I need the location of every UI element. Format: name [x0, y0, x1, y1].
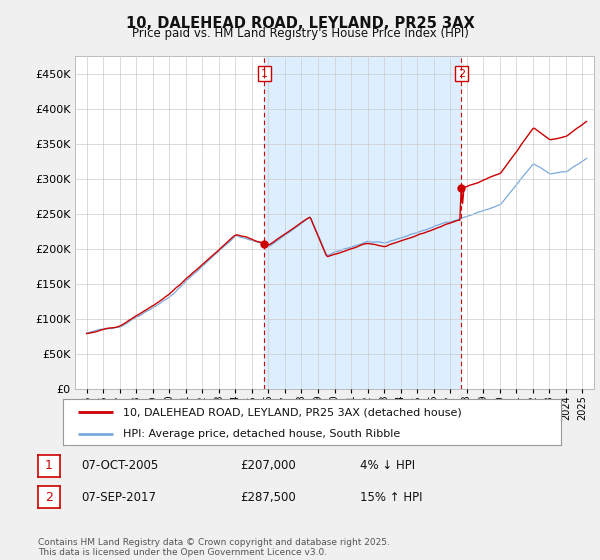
- Text: 07-SEP-2017: 07-SEP-2017: [81, 491, 156, 504]
- Text: 1: 1: [261, 68, 268, 78]
- Text: HPI: Average price, detached house, South Ribble: HPI: Average price, detached house, Sout…: [123, 429, 400, 438]
- Text: 15% ↑ HPI: 15% ↑ HPI: [360, 491, 422, 504]
- Text: £287,500: £287,500: [240, 491, 296, 504]
- Text: 07-OCT-2005: 07-OCT-2005: [81, 459, 158, 473]
- Text: 2: 2: [45, 491, 53, 504]
- Text: 4% ↓ HPI: 4% ↓ HPI: [360, 459, 415, 473]
- Text: 10, DALEHEAD ROAD, LEYLAND, PR25 3AX: 10, DALEHEAD ROAD, LEYLAND, PR25 3AX: [125, 16, 475, 31]
- Text: 2: 2: [458, 68, 465, 78]
- Text: £207,000: £207,000: [240, 459, 296, 473]
- Text: 10, DALEHEAD ROAD, LEYLAND, PR25 3AX (detached house): 10, DALEHEAD ROAD, LEYLAND, PR25 3AX (de…: [123, 407, 461, 417]
- Bar: [264, 56, 461, 389]
- Text: 1: 1: [45, 459, 53, 473]
- Text: Price paid vs. HM Land Registry's House Price Index (HPI): Price paid vs. HM Land Registry's House …: [131, 27, 469, 40]
- Text: Contains HM Land Registry data © Crown copyright and database right 2025.
This d: Contains HM Land Registry data © Crown c…: [38, 538, 389, 557]
